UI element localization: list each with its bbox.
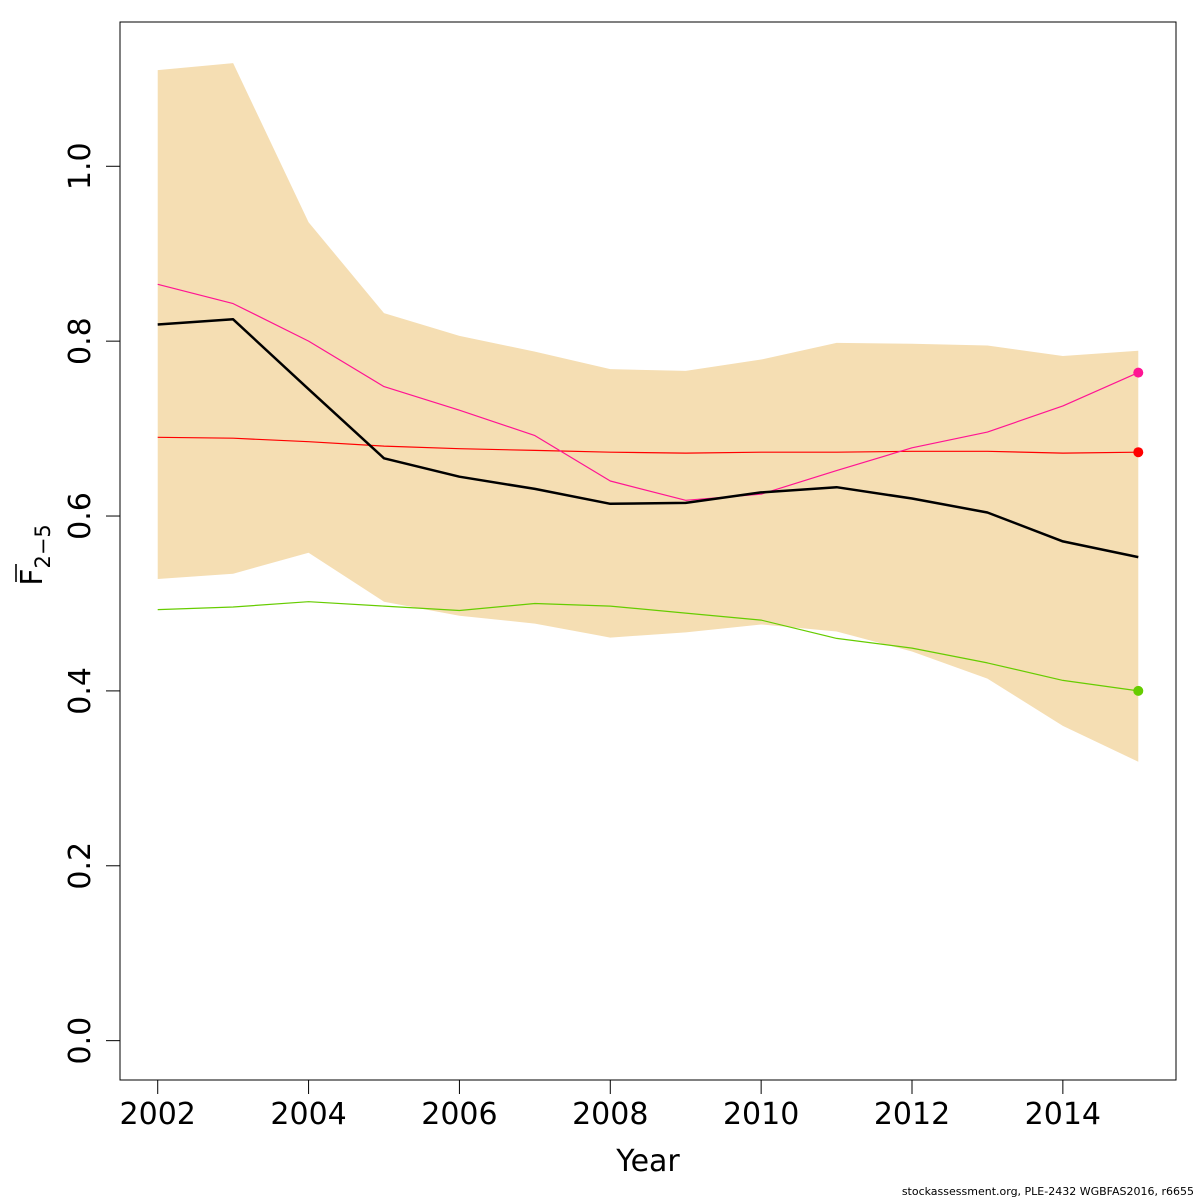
series-line-4 [157, 601, 1139, 692]
y-axis-title-sub: 2−5 [31, 524, 55, 568]
y-tick-label: 1.0 [63, 142, 98, 190]
x-tick-label: 2006 [421, 1097, 497, 1132]
y-axis: 0.0 0.2 0.4 0.6 0.8 1.0 [63, 142, 121, 1065]
x-tick-label: 2002 [120, 1097, 196, 1132]
series-line-3 [157, 436, 1139, 454]
y-tick-label: 0.6 [63, 492, 98, 540]
series-end-point-4 [1133, 685, 1144, 696]
y-tick-label: 0.8 [63, 317, 98, 365]
series-line-1 [157, 318, 1139, 559]
confidence-band-layer [157, 63, 1139, 762]
x-axis: 2002 2004 2006 2008 2010 2012 2014 [120, 1079, 1101, 1132]
y-tick-label: 0.0 [63, 1017, 98, 1065]
series-line-2 [157, 283, 1139, 501]
x-tick-label: 2004 [270, 1097, 346, 1132]
y-axis-title-main: F [15, 569, 50, 586]
footer-source-note: stockassessment.org, PLE-2432 WGBFAS2016… [901, 1185, 1194, 1198]
x-tick-label: 2012 [874, 1097, 950, 1132]
svg-text:F2−5: F2−5 [15, 524, 55, 586]
confidence-band [157, 63, 1139, 762]
y-tick-label: 0.2 [63, 842, 98, 890]
series-end-point-2 [1133, 367, 1144, 378]
y-tick-label: 0.4 [63, 667, 98, 715]
series-end-point-3 [1133, 447, 1144, 458]
y-axis-title: F2−5 [15, 524, 55, 586]
x-tick-label: 2014 [1025, 1097, 1101, 1132]
series-layer [157, 283, 1144, 696]
x-tick-label: 2010 [723, 1097, 799, 1132]
x-axis-title: Year [615, 1144, 680, 1179]
x-tick-label: 2008 [572, 1097, 648, 1132]
